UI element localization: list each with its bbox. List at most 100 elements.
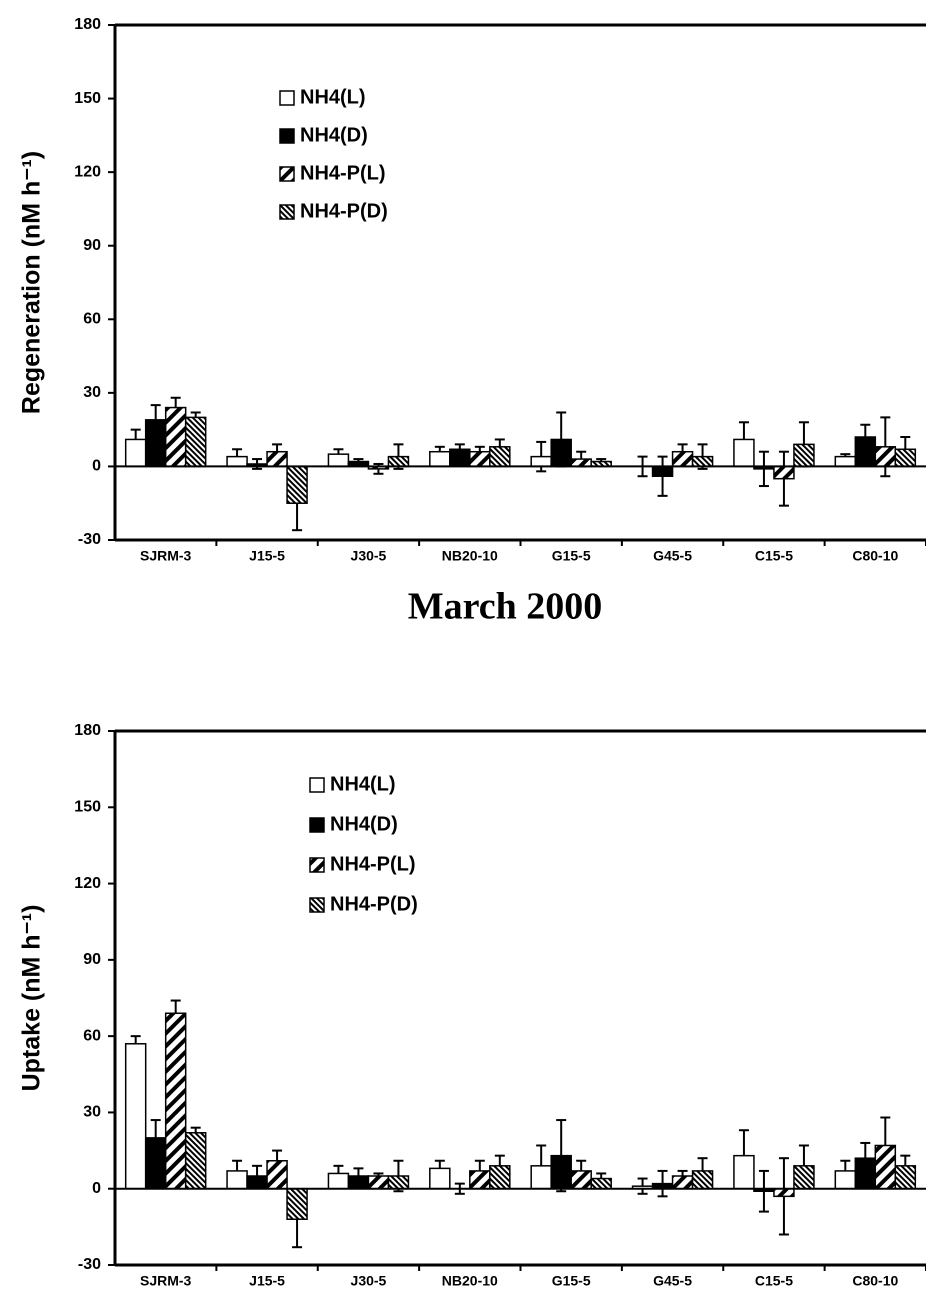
y-tick-label: 120 (74, 875, 101, 892)
x-tick-label: NB20-10 (442, 1273, 498, 1289)
x-tick-label: J15-5 (249, 1273, 285, 1289)
x-tick-label: G15-5 (552, 1273, 591, 1289)
y-tick-label: 120 (74, 163, 101, 180)
x-tick-label: G45-5 (653, 548, 692, 564)
bar (874, 1144, 897, 1190)
legend-swatch (279, 128, 295, 144)
x-tick-label: G15-5 (552, 548, 591, 564)
bar (530, 1165, 552, 1190)
bar (469, 450, 491, 468)
bar (671, 450, 694, 468)
chart-title: March 2000 (408, 586, 603, 628)
bar (773, 1187, 795, 1198)
bar (570, 1170, 592, 1190)
bar (184, 416, 207, 468)
bar (144, 419, 167, 468)
legend-swatch (279, 204, 295, 220)
bar (469, 1170, 491, 1190)
bar (327, 1172, 350, 1190)
x-tick-label: NB20-10 (442, 548, 498, 564)
bar (429, 1167, 451, 1190)
y-tick-label: 150 (74, 799, 101, 816)
bar (854, 1157, 877, 1190)
bar (226, 455, 248, 468)
bar (671, 1175, 694, 1190)
bar (894, 448, 917, 468)
bar (793, 1165, 815, 1190)
bar (489, 1165, 511, 1190)
x-tick-label: G45-5 (653, 1273, 692, 1289)
bar (164, 406, 187, 468)
bar (834, 1170, 857, 1190)
y-axis-label: Uptake (nM h⁻¹) (18, 905, 46, 1092)
bar (327, 453, 350, 468)
y-tick-label: 60 (83, 311, 101, 328)
bar (733, 438, 755, 468)
bar (793, 443, 815, 468)
y-tick-label: 90 (83, 951, 101, 968)
bar (449, 448, 471, 468)
bar (246, 1175, 268, 1190)
bar (773, 465, 795, 480)
bar (286, 1187, 308, 1220)
x-tick-label: C15-5 (755, 1273, 793, 1289)
bar (733, 1154, 755, 1190)
x-tick-label: J30-5 (351, 548, 387, 564)
bar (489, 446, 511, 468)
legend-label: NH4-P(L) (300, 162, 386, 184)
bar (164, 1012, 187, 1190)
bar (286, 465, 308, 504)
bar (124, 438, 147, 468)
x-tick-label: C80-10 (852, 548, 898, 564)
y-tick-label: 0 (92, 458, 101, 475)
bar (367, 1175, 390, 1190)
legend-label: NH4(D) (330, 813, 398, 835)
y-tick-label: 60 (83, 1027, 101, 1044)
x-tick-label: J15-5 (249, 548, 285, 564)
legend-label: NH4-P(D) (300, 200, 388, 222)
y-axis-label: Regeneration (nM h⁻¹) (18, 151, 46, 414)
y-tick-label: 30 (83, 384, 101, 401)
y-tick-label: 180 (74, 722, 101, 739)
y-tick-label: -30 (78, 531, 101, 548)
bar (387, 455, 410, 468)
bar (184, 1132, 207, 1190)
y-tick-label: 180 (74, 16, 101, 33)
bar (144, 1137, 167, 1190)
legend-label: NH4-P(L) (330, 853, 416, 875)
legend-label: NH4(L) (300, 86, 366, 108)
legend-swatch (279, 90, 295, 106)
x-tick-label: C80-10 (852, 1273, 898, 1289)
bar (347, 1175, 370, 1190)
y-tick-label: 30 (83, 1104, 101, 1121)
legend-swatch (279, 166, 295, 182)
y-tick-label: 90 (83, 237, 101, 254)
legend-swatch (309, 777, 325, 793)
legend-label: NH4-P(D) (330, 893, 418, 915)
bar (226, 1170, 248, 1190)
x-tick-label: J30-5 (351, 1273, 387, 1289)
bar (854, 436, 877, 468)
legend-swatch (309, 897, 325, 913)
bar (874, 446, 897, 468)
x-tick-label: C15-5 (755, 548, 793, 564)
legend-label: NH4(D) (300, 124, 368, 146)
bar (590, 1177, 612, 1190)
bar (691, 455, 714, 468)
bar (834, 455, 857, 468)
bar (429, 450, 451, 468)
bar (530, 455, 552, 468)
bar (266, 450, 288, 468)
legend-swatch (309, 817, 325, 833)
legend-label: NH4(L) (330, 773, 396, 795)
x-tick-label: SJRM-3 (140, 1273, 192, 1289)
bar (894, 1165, 917, 1190)
bar (691, 1170, 714, 1190)
x-tick-label: SJRM-3 (140, 548, 192, 564)
y-tick-label: 150 (74, 90, 101, 107)
bar (266, 1159, 288, 1190)
bar (387, 1175, 410, 1190)
bar (550, 1154, 572, 1190)
